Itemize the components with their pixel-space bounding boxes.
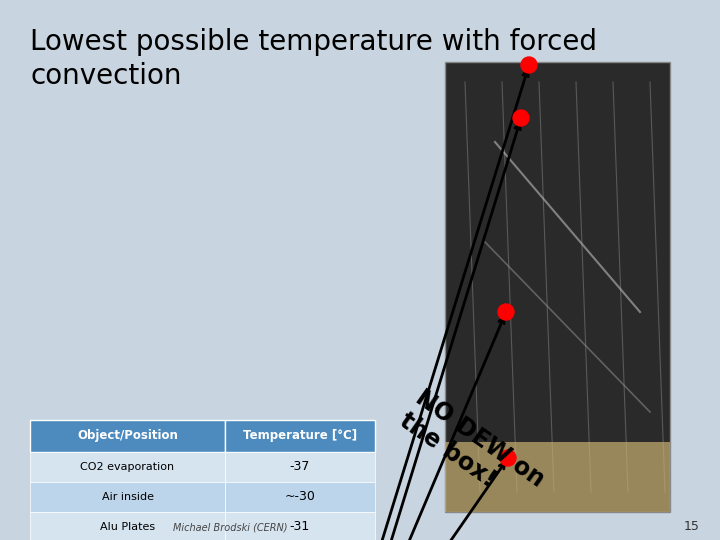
Bar: [30, 452, 225, 482]
Bar: [225, 420, 375, 452]
Text: Temperature [°C]: Temperature [°C]: [243, 429, 357, 442]
Text: -37: -37: [290, 461, 310, 474]
Bar: [225, 482, 375, 512]
Bar: [30, 420, 225, 452]
Bar: [445, 62, 670, 512]
Bar: [30, 482, 225, 512]
Text: NO DEW on
the box!: NO DEW on the box!: [395, 386, 549, 515]
Text: CO2 evaporation: CO2 evaporation: [81, 462, 174, 472]
Text: Alu Plates: Alu Plates: [100, 522, 155, 532]
Bar: [225, 452, 375, 482]
Bar: [225, 512, 375, 540]
Text: Object/Position: Object/Position: [77, 429, 178, 442]
Text: Michael Brodski (CERN): Michael Brodski (CERN): [173, 522, 287, 532]
Text: Lowest possible temperature with forced: Lowest possible temperature with forced: [30, 28, 597, 56]
Text: 15: 15: [684, 521, 700, 534]
Bar: [30, 512, 225, 540]
Circle shape: [498, 304, 514, 320]
Text: ~-30: ~-30: [284, 490, 315, 503]
Circle shape: [513, 110, 529, 126]
Bar: [445, 442, 670, 512]
Text: convection: convection: [30, 62, 181, 90]
Circle shape: [500, 450, 516, 466]
Text: -31: -31: [290, 521, 310, 534]
Text: Air inside: Air inside: [102, 492, 153, 502]
Circle shape: [521, 57, 537, 73]
